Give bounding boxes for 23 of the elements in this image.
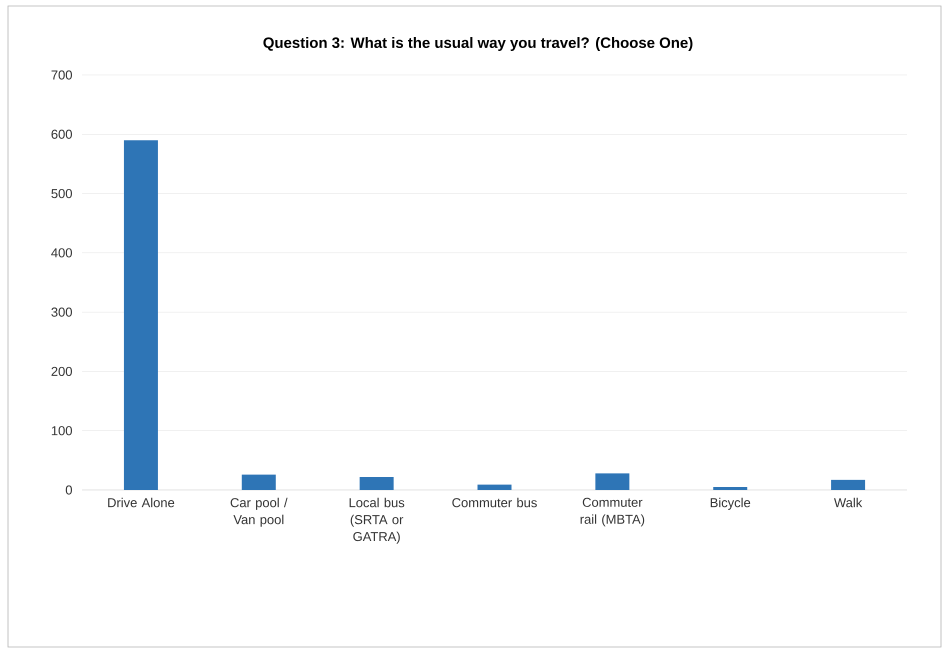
x-tick-label: Walk (834, 498, 862, 508)
y-tick-label: 200 (52, 366, 72, 376)
bar (360, 476, 394, 490)
y-tick-label: 300 (51, 308, 72, 317)
y-tick-label: 400 (51, 248, 72, 258)
y-tick-label: 700 (52, 70, 72, 80)
bar (242, 474, 276, 490)
y-tick-label: 500 (51, 188, 72, 198)
chart-title: Question 3: What is the usual way you travel? (Choose One) (263, 37, 692, 51)
bar (595, 473, 630, 490)
y-tick-label: 100 (52, 426, 72, 436)
bar (831, 480, 866, 490)
x-tick-label: Bicycle (710, 498, 750, 510)
x-tick-label: Local bus (SRTA or GATRA) (350, 498, 404, 544)
bar (713, 487, 748, 490)
x-tick-label: Car pool / Van pool (230, 498, 288, 527)
bar (124, 140, 158, 490)
bar (478, 484, 512, 490)
y-tick-label: 0 (66, 485, 72, 495)
x-tick-label: Drive Alone (108, 498, 174, 508)
x-tick-label: Commuter bus (452, 498, 537, 508)
y-tick-label: 600 (52, 130, 72, 139)
x-tick-label: Commuter rail (MBTA) (580, 498, 644, 526)
